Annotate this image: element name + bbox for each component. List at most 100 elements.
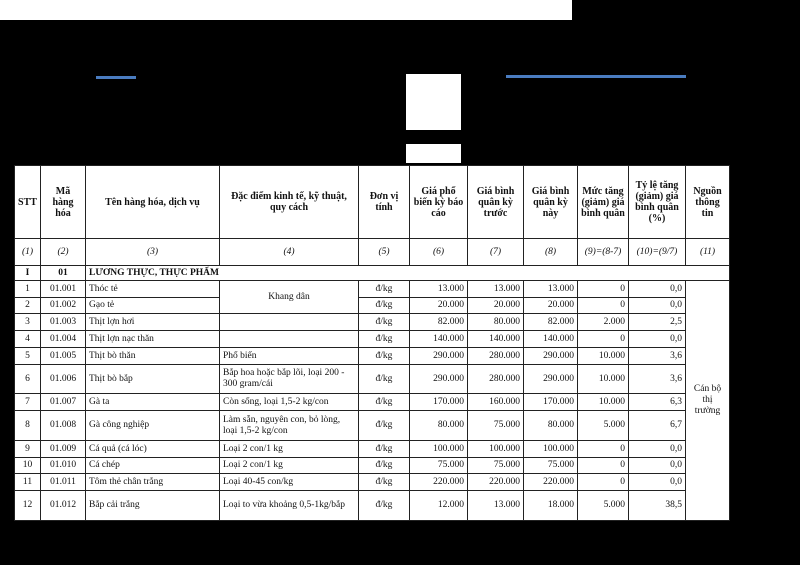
spec-cell: Bắp hoa hoặc bắp lõi, loại 200 - 300 gra… xyxy=(219,364,359,394)
value-cell: 80.000 xyxy=(523,410,578,441)
spec-cell: Làm sẵn, nguyên con, bỏ lòng, loại 1,5-2… xyxy=(219,410,359,441)
table-row: 1 01.001 Thóc tẻ Khang dân đ/kg 13.000 13.000 1… xyxy=(14,280,730,521)
column-index: (3) xyxy=(85,238,220,266)
value-cell: 75.000 xyxy=(523,457,578,474)
code-cell: 01.012 xyxy=(40,490,86,521)
code-cell: 01.006 xyxy=(40,364,86,394)
column-index: (7) xyxy=(467,238,524,266)
column-index: (11) xyxy=(685,238,730,266)
stt-cell: 11 xyxy=(14,473,41,491)
value-cell: 80.000 xyxy=(467,313,524,331)
blue-line-left xyxy=(96,76,136,79)
value-cell: 140.000 xyxy=(523,330,578,348)
stt-cell: 4 xyxy=(14,330,41,348)
value-cell: 220.000 xyxy=(467,473,524,491)
unit-cell: đ/kg xyxy=(358,490,410,521)
value-cell: 290.000 xyxy=(523,364,578,394)
code-cell: 01.001 xyxy=(40,280,86,298)
value-cell: 100.000 xyxy=(409,440,468,458)
value-cell: 100.000 xyxy=(523,440,578,458)
name-cell: Thịt bò bắp xyxy=(85,364,220,394)
column-index: (6) xyxy=(409,238,468,266)
stt-cell: 6 xyxy=(14,364,41,394)
column-header: Mã hàng hóa xyxy=(40,165,86,239)
column-header: Nguồn thông tin xyxy=(685,165,730,239)
value-cell: 2.000 xyxy=(577,313,629,331)
section-code: 01 xyxy=(40,265,86,281)
value-cell: 2,5 xyxy=(628,313,686,331)
value-cell: 290.000 xyxy=(409,364,468,394)
spec-cell: Loại 2 con/1 kg xyxy=(219,457,359,474)
column-header: Mức tăng (giảm) giá bình quân xyxy=(577,165,629,239)
value-cell: 75.000 xyxy=(467,410,524,441)
spec-cell: Loại to vừa khoảng 0,5-1kg/bắp xyxy=(219,490,359,521)
table-row: 6 01.006 Thịt bò bắp Bắp hoa hoặc bắp lõi, … xyxy=(14,364,730,394)
spec-cell: Còn sống, loại 1,5-2 kg/con xyxy=(219,393,359,411)
column-index: (5) xyxy=(358,238,410,266)
unit-cell: đ/kg xyxy=(358,457,410,474)
stt-cell: 1 xyxy=(14,280,41,298)
section-row: I 01 LƯƠNG THỰC, THỰC PHẨM xyxy=(14,265,730,281)
column-header: Đặc điểm kinh tế, kỹ thuật, quy cách xyxy=(219,165,359,239)
spec-cell: Loại 2 con/1 kg xyxy=(219,440,359,458)
white-box xyxy=(406,74,461,130)
value-cell: 280.000 xyxy=(467,347,524,365)
unit-cell: đ/kg xyxy=(358,313,410,331)
unit-cell: đ/kg xyxy=(358,393,410,411)
unit-cell: đ/kg xyxy=(358,280,410,298)
spec-cell: Loại 40-45 con/kg xyxy=(219,473,359,491)
value-cell: 0,0 xyxy=(628,297,686,314)
value-cell: 100.000 xyxy=(467,440,524,458)
value-cell: 140.000 xyxy=(467,330,524,348)
value-cell: 0 xyxy=(577,330,629,348)
value-cell: 10.000 xyxy=(577,364,629,394)
column-index: (10)=(9/7) xyxy=(628,238,686,266)
column-header: Giá bình quân kỳ trước xyxy=(467,165,524,239)
value-cell: 13.000 xyxy=(523,280,578,298)
spec-cell: Khang dân xyxy=(219,280,359,314)
value-cell: 80.000 xyxy=(409,410,468,441)
table-row: 3 01.003 Thịt lợn hơi đ/kg 82.000 80.000 82.00… xyxy=(14,313,730,331)
value-cell: 0,0 xyxy=(628,473,686,491)
value-cell: 220.000 xyxy=(523,473,578,491)
table-row: 4 01.004 Thịt lợn nạc thăn đ/kg 140.000 140.0… xyxy=(14,330,730,348)
column-index: (1) xyxy=(14,238,41,266)
value-cell: 10.000 xyxy=(577,393,629,411)
value-cell: 0 xyxy=(577,457,629,474)
value-cell: 0,0 xyxy=(628,280,686,298)
code-cell: 01.003 xyxy=(40,313,86,331)
table-row: 8 01.008 Gà công nghiệp Làm sẵn, nguyên con… xyxy=(14,410,730,441)
value-cell: 3,6 xyxy=(628,347,686,365)
section-stt: I xyxy=(14,265,41,281)
stt-cell: 12 xyxy=(14,490,41,521)
table-row: 5 01.005 Thịt bò thăn Phổ biến đ/kg 290.000 28… xyxy=(14,347,730,365)
stt-cell: 8 xyxy=(14,410,41,441)
code-cell: 01.011 xyxy=(40,473,86,491)
stt-cell: 9 xyxy=(14,440,41,458)
code-cell: 01.009 xyxy=(40,440,86,458)
value-cell: 20.000 xyxy=(409,297,468,314)
value-cell: 38,5 xyxy=(628,490,686,521)
value-cell: 170.000 xyxy=(409,393,468,411)
stt-cell: 10 xyxy=(14,457,41,474)
table-row: 10 01.010 Cá chép Loại 2 con/1 kg đ/kg 75.000… xyxy=(14,457,730,474)
value-cell: 12.000 xyxy=(409,490,468,521)
price-table: STT Mã hàng hóa Tên hàng hóa, dịch vụ Đặc đ… xyxy=(14,165,730,521)
name-cell: Gạo tẻ xyxy=(85,297,220,314)
value-cell: 10.000 xyxy=(577,347,629,365)
value-cell: 6,7 xyxy=(628,410,686,441)
value-cell: 280.000 xyxy=(467,364,524,394)
name-cell: Thóc tẻ xyxy=(85,280,220,298)
table-row: 12 01.012 Bắp cải trắng Loại to vừa khoảng … xyxy=(14,490,730,521)
value-cell: 0 xyxy=(577,473,629,491)
column-header: Tỷ lệ tăng (giảm) giá bình quân (%) xyxy=(628,165,686,239)
value-cell: 18.000 xyxy=(523,490,578,521)
name-cell: Thịt lợn nạc thăn xyxy=(85,330,220,348)
unit-cell: đ/kg xyxy=(358,410,410,441)
column-index: (2) xyxy=(40,238,86,266)
name-cell: Gà công nghiệp xyxy=(85,410,220,441)
source-cell: Cán bộ thị trường xyxy=(685,280,730,521)
table-row: 11 01.011 Tôm thẻ chân trắng Loại 40-45 con… xyxy=(14,473,730,491)
unit-cell: đ/kg xyxy=(358,473,410,491)
value-cell: 3,6 xyxy=(628,364,686,394)
